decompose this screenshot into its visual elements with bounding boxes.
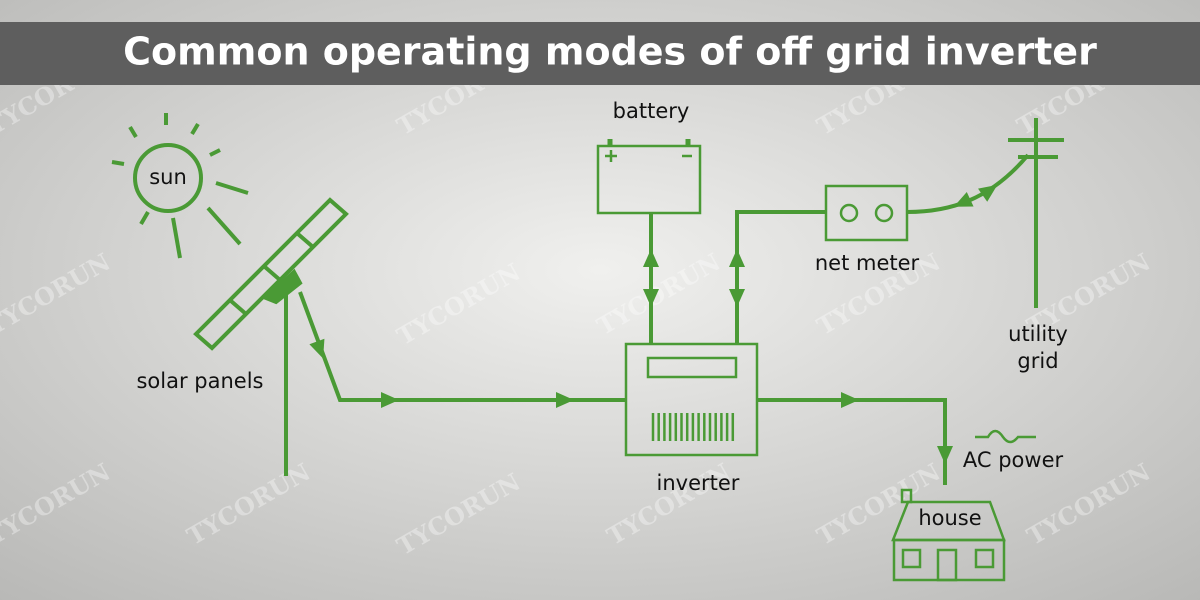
arrow-head — [729, 289, 745, 307]
node-label: house — [918, 506, 981, 530]
node-label: AC power — [963, 448, 1064, 472]
arrow-head — [953, 191, 974, 207]
ac-wave — [975, 429, 1036, 444]
arrow-head — [643, 289, 659, 307]
title: Common operating modes of off grid inver… — [123, 30, 1097, 74]
node-label: utility — [1008, 322, 1068, 346]
arrow-head — [729, 249, 745, 267]
house-icon — [891, 488, 1006, 582]
arrow-head — [978, 184, 998, 202]
battery-icon — [596, 139, 702, 215]
node-label: battery — [613, 99, 690, 123]
node-label: grid — [1017, 349, 1058, 373]
inverter-vents — [651, 413, 735, 441]
arrow-head — [309, 338, 325, 359]
arrow-head — [841, 392, 859, 408]
arrow-head — [937, 446, 953, 464]
solar-panel-icon — [193, 197, 625, 476]
arrow-head — [381, 392, 399, 408]
node-label: sun — [149, 165, 187, 189]
title-bar — [0, 22, 1200, 85]
node-label: solar panels — [136, 369, 263, 393]
arrow-head — [643, 249, 659, 267]
arrow-head — [556, 392, 574, 408]
node-label: inverter — [657, 471, 740, 495]
utility-pole-icon — [1008, 118, 1064, 308]
arrows — [309, 184, 998, 464]
node-label: net meter — [815, 251, 920, 275]
sun-icon — [111, 113, 249, 259]
